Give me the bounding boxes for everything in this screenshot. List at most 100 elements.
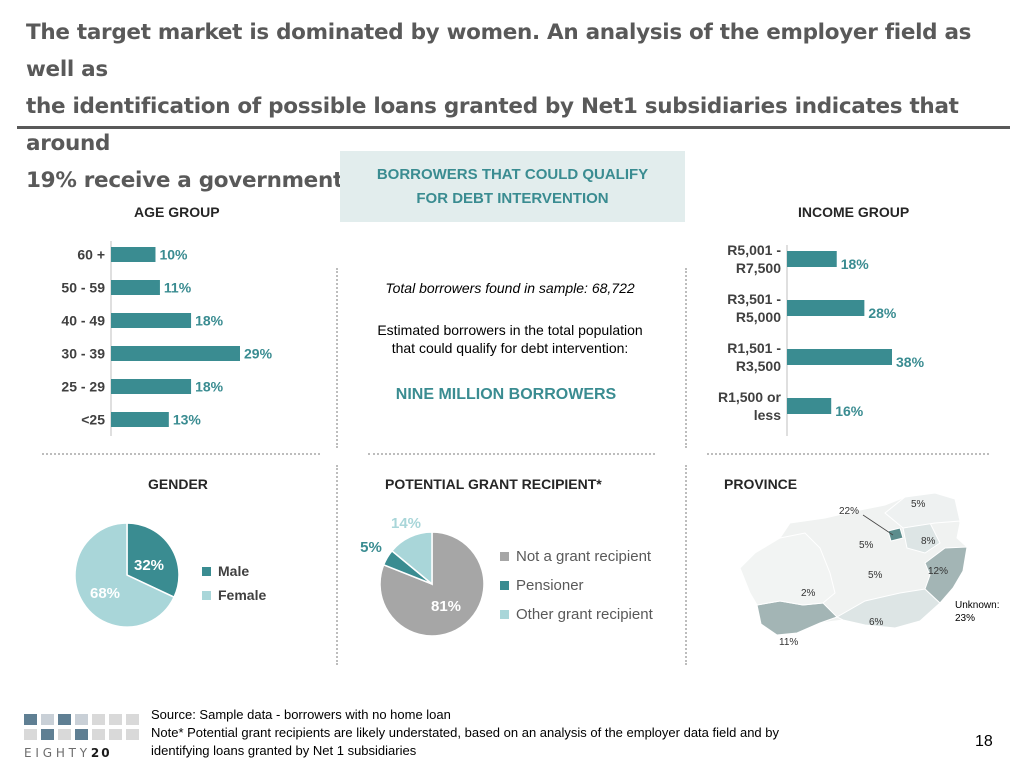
age-bar-2 [111, 313, 192, 328]
region-northern-cape [739, 532, 836, 606]
income-category-0: R5,001 -R7,500 [727, 242, 781, 276]
grant-legend-swatch-2 [500, 610, 509, 619]
age-value-label-2: 18% [195, 313, 224, 329]
separator-h-left [42, 453, 320, 455]
source-line-1: Source: Sample data - borrowers with no … [151, 707, 451, 722]
separator-h-right [707, 453, 989, 455]
grant-legend-swatch-0 [500, 552, 509, 561]
title-divider [17, 126, 1010, 129]
separator-h-mid [368, 453, 655, 455]
estimated-line-2: that could qualify for debt intervention… [391, 340, 629, 356]
callout-line-1: BORROWERS THAT COULD QUALIFY [376, 166, 649, 183]
page-number: 18 [975, 733, 993, 750]
title-line-1: The target market is dominated by women.… [26, 20, 972, 82]
grant-slice-2 [390, 531, 433, 586]
age-group-title: AGE GROUP [134, 204, 220, 220]
grant-pie-chart: 81% 5% 14% Not a grant recipient Pensioner Ot… [360, 515, 654, 637]
age-bar-5 [111, 412, 169, 427]
gender-slice-1 [74, 522, 176, 628]
total-borrowers-text: Total borrowers found in sample: 68,722 [385, 280, 635, 296]
gender-legend-swatch-0 [202, 567, 211, 576]
gauteng-leader-line [862, 514, 894, 536]
grant-legend-label-1: Pensioner [516, 577, 584, 594]
eighty20-logo: EIGHTY20 [24, 714, 139, 760]
income-bar-1 [787, 300, 865, 316]
province-label-free-state: 5% [868, 570, 883, 581]
gender-slice-0 [126, 522, 180, 599]
callout-box: BORROWERS THAT COULD QUALIFY FOR DEBT IN… [340, 151, 685, 222]
age-bar-4 [111, 379, 192, 394]
title-line-2: the identification of possible loans gra… [26, 94, 959, 156]
province-label-north-west: 5% [859, 540, 874, 551]
region-gauteng [887, 527, 904, 542]
slide-title: The target market is dominated by women.… [26, 14, 986, 199]
province-map: 22% 5% 5% 8% 5% 12% 2% 6% 11% Unknown: 2… [739, 493, 999, 648]
income-category-1: R3,501 -R5,000 [727, 291, 781, 325]
age-bar-1 [111, 280, 160, 295]
grant-slice-label-2: 14% [391, 515, 421, 532]
province-label-gauteng: 22% [839, 506, 859, 517]
age-value-label-0: 10% [159, 247, 188, 263]
gender-legend-swatch-1 [202, 591, 211, 600]
income-category-2: R1,501 -R3,500 [727, 340, 781, 374]
logo-grid-icon [24, 714, 139, 740]
gender-pie-chart: 32% 68% Male Female [74, 522, 266, 628]
grant-slice-label-1: 5% [360, 539, 382, 556]
gender-slice-label-0: 32% [134, 557, 164, 574]
gender-legend-label-0: Male [218, 563, 249, 579]
age-category-3: 30 - 39 [61, 346, 105, 362]
age-category-2: 40 - 49 [61, 313, 105, 329]
province-label-kwazulu-natal: 12% [928, 566, 948, 577]
province-label-northern-cape: 2% [801, 588, 816, 599]
age-value-label-5: 13% [173, 412, 202, 428]
province-label-mpumalanga: 8% [921, 536, 936, 547]
estimated-borrowers-text: Estimated borrowers in the total populat… [345, 321, 675, 357]
source-notes: Source: Sample data - borrowers with no … [151, 706, 779, 760]
grant-title: POTENTIAL GRANT RECIPIENT* [385, 476, 602, 492]
income-bar-3 [787, 398, 832, 414]
logo-wordmark: EIGHTY20 [24, 746, 139, 760]
gender-legend-label-1: Female [218, 587, 266, 603]
province-label-eastern-cape: 6% [869, 617, 884, 628]
income-category-3: R1,500 or less [718, 389, 782, 423]
income-value-label-2: 38% [896, 354, 925, 370]
region-western-cape [756, 600, 838, 636]
separator-left-bottom [336, 465, 338, 665]
age-value-label-3: 29% [244, 346, 273, 362]
grant-legend-label-2: Other grant recipient [516, 606, 654, 623]
separator-right-top [685, 268, 687, 448]
source-line-2: Note* Potential grant recipients are lik… [151, 725, 779, 740]
grant-legend-swatch-1 [500, 581, 509, 590]
age-category-0: 60 + [77, 247, 105, 263]
age-category-1: 50 - 59 [61, 280, 105, 296]
logo-word-2: 20 [90, 746, 112, 760]
province-title: PROVINCE [724, 476, 798, 492]
income-group-chart: R5,001 -R7,500 18% R3,501 -R5,000 28% R1,501… [718, 242, 925, 436]
age-bar-0 [111, 247, 156, 262]
gender-title: GENDER [148, 476, 208, 492]
region-limpopo [884, 493, 961, 529]
grant-legend-label-0: Not a grant recipient [516, 548, 652, 565]
age-category-4: 25 - 29 [61, 379, 105, 395]
region-eastern-cape [835, 588, 941, 629]
province-unknown-value: 23% [955, 613, 975, 624]
income-group-title: INCOME GROUP [798, 204, 910, 220]
grant-slice-label-0: 81% [431, 598, 461, 615]
province-unknown-label: Unknown: [955, 600, 999, 611]
gender-slice-label-1: 68% [90, 585, 120, 602]
separator-left-top [336, 268, 338, 448]
income-value-label-1: 28% [868, 305, 897, 321]
age-category-5: <25 [81, 412, 105, 428]
province-label-limpopo: 5% [911, 499, 926, 510]
region-kwazulu-natal [924, 546, 968, 604]
estimated-line-1: Estimated borrowers in the total populat… [377, 322, 643, 338]
source-line-3: identifying loans granted by Net 1 subsi… [151, 743, 417, 758]
age-group-chart: 60 + 10% 50 - 59 11% 40 - 49 18% 30 - 39 29% 25 … [61, 241, 273, 436]
age-value-label-4: 18% [195, 379, 224, 395]
age-value-label-1: 11% [164, 280, 192, 296]
income-bar-0 [787, 251, 837, 267]
age-bar-3 [111, 346, 240, 361]
income-value-label-3: 16% [835, 403, 864, 419]
income-value-label-0: 18% [841, 256, 870, 272]
income-bar-2 [787, 349, 892, 365]
